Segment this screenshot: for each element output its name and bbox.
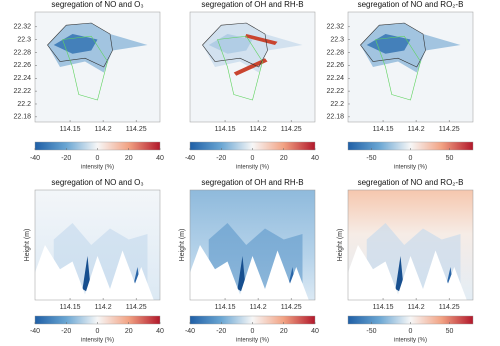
colorbar-tick-label: -20 — [216, 328, 226, 335]
x-tick-label: 114.15 — [215, 304, 236, 311]
panel-title: segregation of OH and RH-B — [201, 178, 303, 187]
panel-title: segregation of NO and RO₂-B — [358, 178, 464, 187]
colorbar-tick-label: -50 — [366, 155, 376, 162]
colorbar-tick-label: 40 — [311, 155, 319, 162]
colorbar-tick-label: 0 — [409, 328, 413, 335]
x-tick-label: 114.2 — [95, 126, 112, 133]
colorbar-label: intensity (%) — [394, 165, 427, 171]
x-tick-label: 114.15 — [60, 304, 81, 311]
y-tick-label: 22.2 — [330, 101, 344, 108]
coastline — [202, 22, 268, 68]
heatmap-field — [35, 190, 160, 300]
colorbar-tick-label: -20 — [216, 155, 226, 162]
y-tick-label: 22.3 — [17, 37, 31, 44]
field-streak — [233, 58, 268, 76]
colorbar-tick-label: 20 — [125, 155, 133, 162]
colorbar-tick-label: -40 — [30, 328, 40, 335]
y-tick-label: 22.22 — [326, 88, 344, 95]
panel-title: segregation of OH and RH-B — [201, 0, 303, 9]
y-tick-label: 22.24 — [326, 75, 344, 82]
y-tick-label: 22.28 — [13, 49, 31, 56]
panel-title: segregation of NO and RO₂-B — [358, 0, 464, 9]
field-streak — [245, 34, 278, 45]
colorbar-tick-label: 0 — [409, 155, 413, 162]
y-axis-label: Height (m) — [24, 229, 31, 262]
district-outline — [217, 35, 263, 101]
y-tick-label: 22.28 — [326, 49, 344, 56]
x-tick-label: 114.25 — [126, 126, 147, 133]
y-tick-label: 22.3 — [330, 37, 344, 44]
colorbar-label: intensity (%) — [236, 338, 269, 344]
y-tick-label: 22.26 — [326, 62, 344, 69]
colorbar-tick-label: 40 — [156, 155, 164, 162]
y-axis-label: Height (m) — [337, 229, 344, 262]
x-tick-label: 114.2 — [408, 126, 425, 133]
heatmap-field — [35, 12, 160, 122]
y-tick-label: 22.22 — [13, 88, 31, 95]
coastline — [360, 22, 426, 68]
colorbar-tick-label: 20 — [280, 328, 288, 335]
colorbar-label: intensity (%) — [236, 165, 269, 171]
colorbar-tick-label: 0 — [96, 328, 100, 335]
plot-frame — [34, 11, 161, 123]
colorbar-tick-label: 50 — [446, 155, 454, 162]
colorbar-tick-label: 20 — [280, 155, 288, 162]
colorbar-tick-label: -20 — [61, 155, 71, 162]
colorbar-tick-label: 0 — [251, 155, 255, 162]
x-tick-label: 114.2 — [250, 126, 267, 133]
colorbar-tick-label: 50 — [446, 328, 454, 335]
terrain — [35, 245, 154, 300]
plot-frame — [347, 189, 474, 301]
panel-title: segregation of NO and O₃ — [51, 0, 143, 9]
x-tick-label: 114.25 — [281, 126, 302, 133]
colorbar-tick-label: 40 — [156, 328, 164, 335]
terrain — [348, 245, 467, 300]
district-outline — [62, 35, 108, 101]
x-tick-label: 114.2 — [408, 304, 425, 311]
plot-frame — [347, 11, 474, 123]
y-tick-label: 22.26 — [13, 62, 31, 69]
colorbar-tick-label: -40 — [185, 328, 195, 335]
x-tick-label: 114.25 — [126, 304, 147, 311]
y-tick-label: 22.24 — [13, 75, 31, 82]
colorbar-tick-label: 0 — [96, 155, 100, 162]
colorbar-tick-label: 0 — [251, 328, 255, 335]
x-tick-label: 114.25 — [281, 304, 302, 311]
terrain — [190, 245, 309, 300]
x-tick-label: 114.25 — [439, 126, 460, 133]
plot-frame — [189, 11, 316, 123]
x-tick-label: 114.25 — [439, 304, 460, 311]
heatmap-field — [348, 190, 473, 300]
colorbar-label: intensity (%) — [394, 338, 427, 344]
colorbar-tick-label: -40 — [185, 155, 195, 162]
colorbar-tick-label: -40 — [30, 155, 40, 162]
x-tick-label: 114.2 — [250, 304, 267, 311]
colorbar-tick-label: 20 — [125, 328, 133, 335]
panel-title: segregation of NO and O₃ — [51, 178, 143, 187]
coastline — [47, 22, 113, 68]
colorbar-tick-label: -20 — [61, 328, 71, 335]
plot-frame — [34, 189, 161, 301]
x-tick-label: 114.15 — [373, 304, 394, 311]
colorbar-tick-label: 40 — [311, 328, 319, 335]
plot-frame — [189, 189, 316, 301]
heatmap-field — [190, 190, 315, 300]
y-tick-label: 22.18 — [13, 114, 31, 121]
x-tick-label: 114.15 — [373, 126, 394, 133]
x-tick-label: 114.15 — [215, 126, 236, 133]
heatmap-field — [348, 12, 473, 122]
y-axis-label: Height (m) — [179, 229, 186, 262]
heatmap-field — [190, 12, 315, 122]
y-tick-label: 22.18 — [326, 114, 344, 121]
x-tick-label: 114.2 — [95, 304, 112, 311]
y-tick-label: 22.32 — [13, 24, 31, 31]
colorbar-tick-label: -50 — [366, 328, 376, 335]
colorbar-label: intensity (%) — [81, 338, 114, 344]
y-tick-label: 22.2 — [17, 101, 31, 108]
district-outline — [375, 35, 421, 101]
y-tick-label: 22.32 — [326, 24, 344, 31]
x-tick-label: 114.15 — [60, 126, 81, 133]
colorbar-label: intensity (%) — [81, 165, 114, 171]
